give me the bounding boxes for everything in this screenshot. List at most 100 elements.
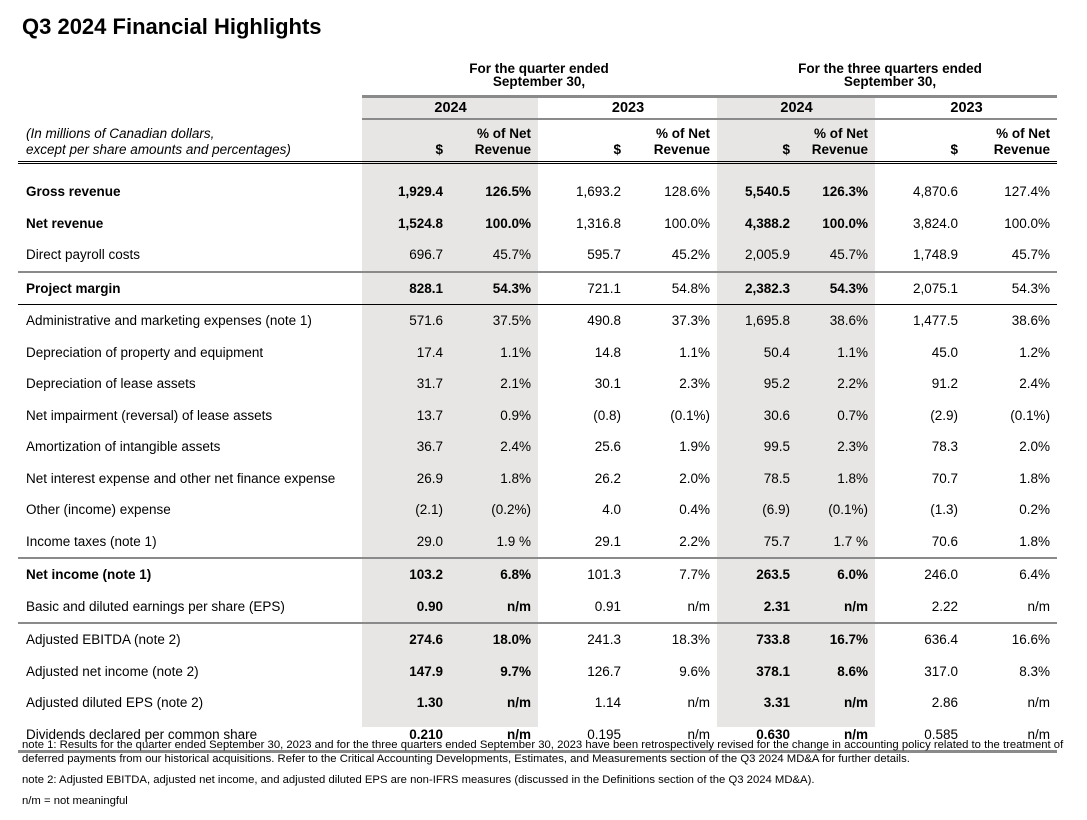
pct-cell: 2.2% (837, 376, 869, 392)
pct-cell: 100.0% (822, 215, 869, 231)
pct-header-line: % of Net (996, 126, 1051, 141)
group-header-line: September 30, (843, 74, 937, 89)
row-label: Depreciation of lease assets (26, 376, 196, 392)
amount-cell: 1.14 (594, 695, 622, 711)
pct-header-line: Revenue (811, 142, 869, 157)
pct-header-line: Revenue (474, 142, 532, 157)
amount-cell: 45.0 (931, 344, 959, 360)
row-label: Net revenue (26, 215, 104, 231)
row-label: Depreciation of property and equipment (26, 344, 264, 360)
pct-cell: 38.6% (1011, 313, 1051, 329)
dollar-header: $ (717, 119, 798, 164)
years-header-row: 2024 2023 2024 2023 (18, 95, 1058, 120)
amount-cell: 4,870.6 (913, 184, 959, 200)
amount-cell: 1,316.8 (575, 215, 622, 231)
pct-cell: n/m (1027, 695, 1051, 711)
amount-cell: 3,824.0 (913, 215, 959, 231)
pct-net-revenue-header: % of Net Revenue (450, 119, 539, 164)
pct-cell: (0.1%) (828, 502, 869, 518)
pct-cell: 1.8% (1019, 470, 1051, 486)
table-row: Net interest expense and other net finan… (18, 463, 1057, 495)
amount-cell: 95.2 (763, 376, 791, 392)
table-row: Gross revenue 1,929.4 126.5% 1,693.2 128.6% 5… (18, 163, 1057, 208)
amount-cell: 2.31 (717, 590, 798, 624)
row-label: Gross revenue (26, 184, 121, 200)
pct-cell: 128.6% (664, 184, 711, 200)
row-label: Net interest expense and other net finan… (26, 470, 336, 486)
pct-cell: 1.7 % (797, 525, 876, 559)
amount-cell: 1,524.8 (397, 215, 443, 231)
pct-cell: 1.1% (837, 344, 869, 360)
amount-cell: 490.8 (587, 313, 622, 329)
amount-cell: 0.195 (538, 718, 629, 753)
amount-cell: 3.31 (763, 695, 791, 711)
table-row: Project margin 828.1 54.3% 721.1 54.8% 2,382.… (18, 271, 1058, 305)
amount-cell: 4.0 (602, 502, 622, 518)
table-row: Income taxes (note 1) 29.0 1.9 % 29.1 2.2% 75… (18, 525, 1058, 559)
row-label: Net impairment (reversal) of lease asset… (26, 407, 273, 423)
pct-cell: 1.8% (500, 470, 532, 486)
pct-cell: 0.2% (1019, 502, 1051, 518)
pct-cell: 1.8% (965, 525, 1058, 559)
amount-cell: 78.5 (763, 470, 791, 486)
pct-cell: n/m (628, 718, 718, 753)
amount-cell: 571.6 (409, 313, 443, 329)
table-row: Basic and diluted earnings per share (EP… (18, 590, 1058, 624)
pct-cell: 100.0% (1004, 215, 1051, 231)
group-header-three-quarters: For the three quarters ended September 3… (750, 61, 1030, 89)
pct-cell: 54.3% (797, 271, 876, 305)
column-header-row: (In millions of Canadian dollars, except … (18, 119, 1058, 164)
footnote: note 2: Adjusted EBITDA, adjusted net in… (22, 774, 815, 786)
amount-cell: 4,388.2 (744, 215, 791, 231)
pct-cell: (0.2%) (491, 502, 532, 518)
pct-header-line: % of Net (477, 126, 532, 141)
amount-cell: (1.3) (930, 502, 959, 518)
amount-cell: 50.4 (763, 344, 791, 360)
amount-cell: 378.1 (756, 663, 791, 679)
amount-cell: (2.9) (930, 407, 959, 423)
amount-cell: 241.3 (587, 632, 622, 648)
amount-cell: 636.4 (924, 632, 959, 648)
pct-cell: 45.7% (450, 239, 539, 273)
page-title: Q3 2024 Financial Highlights (22, 14, 322, 39)
pct-cell: 1.9% (679, 439, 711, 455)
amount-cell: 595.7 (538, 239, 629, 273)
pct-cell: 0.9% (500, 407, 532, 423)
amount-cell: 13.7 (416, 407, 443, 423)
amount-cell: 29.1 (538, 525, 629, 559)
amount-cell: 99.5 (763, 439, 791, 455)
pct-net-revenue-header: % of Net Revenue (965, 119, 1058, 164)
pct-cell: 8.6% (837, 663, 869, 679)
amount-cell: 26.2 (594, 470, 622, 486)
pct-cell: 2.0% (679, 470, 711, 486)
amount-cell: 5,540.5 (744, 184, 791, 200)
amount-cell: 696.7 (362, 239, 450, 273)
pct-cell: n/m (687, 695, 711, 711)
pct-cell: 100.0% (485, 215, 532, 231)
table-row: Adjusted EBITDA (note 2) 274.6 18.0% 241.3 1… (18, 623, 1057, 656)
pct-cell: 2.4% (1019, 376, 1051, 392)
pct-cell: 45.7% (965, 239, 1058, 273)
amount-cell: 0.630 (717, 718, 798, 753)
amount-cell: 0.91 (538, 590, 629, 624)
year-header: 2024 (717, 95, 876, 120)
row-label: Project margin (18, 271, 362, 305)
group-header-line: For the three quarters ended (798, 61, 982, 76)
financial-highlights-table: 2024 2023 2024 2023 (In millions of Cana… (18, 95, 1058, 753)
amount-cell: 14.8 (594, 344, 622, 360)
amount-cell: 274.6 (409, 632, 443, 648)
table-body: Gross revenue 1,929.4 126.5% 1,693.2 128.6% 5… (18, 163, 1058, 753)
table-row: Net impairment (reversal) of lease asset… (18, 400, 1057, 432)
amount-cell: 2,005.9 (717, 239, 798, 273)
pct-cell: (0.1%) (1010, 407, 1051, 423)
pct-cell: 54.3% (965, 271, 1058, 305)
amount-cell: 36.7 (416, 439, 443, 455)
amount-cell: 30.1 (594, 376, 622, 392)
table-row: Dividends declared per common share 0.210… (18, 718, 1058, 753)
table-row: Direct payroll costs 696.7 45.7% 595.7 45.2%… (18, 239, 1058, 273)
row-label: Other (income) expense (26, 502, 171, 518)
amount-cell: 1,693.2 (575, 184, 622, 200)
amount-cell: 0.90 (362, 590, 450, 624)
year-header: 2023 (538, 95, 718, 120)
amount-cell: 1,695.8 (744, 313, 791, 329)
